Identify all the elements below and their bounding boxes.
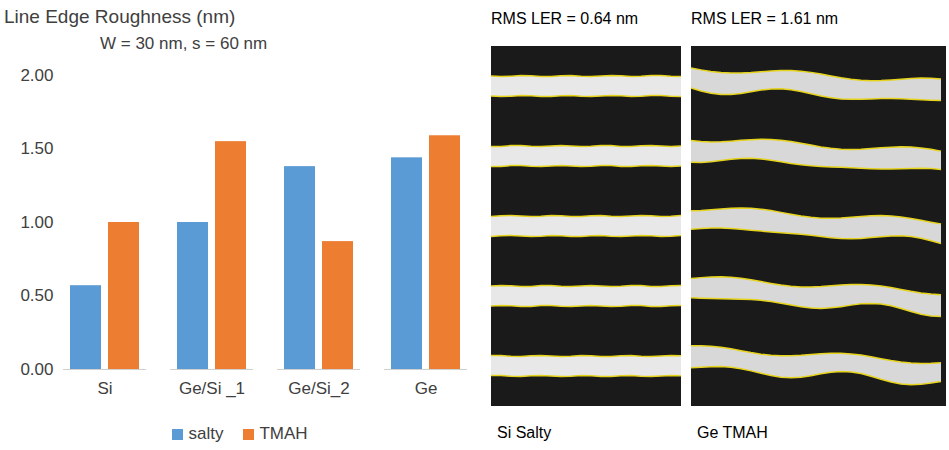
svg-text:Ge/Si _1: Ge/Si _1 bbox=[179, 379, 245, 398]
svg-text:Si: Si bbox=[97, 379, 112, 398]
html-text:Ge TMAH: Ge TMAH bbox=[697, 424, 768, 441]
html-text:W = 30 nm, s = 60 nm: W = 30 nm, s = 60 nm bbox=[100, 34, 268, 53]
html-text:Line Edge Roughness (nm): Line Edge Roughness (nm) bbox=[4, 6, 236, 27]
svg-text:1.00: 1.00 bbox=[20, 213, 53, 232]
svg-text:0.00: 0.00 bbox=[20, 360, 53, 379]
html-text:RMS LER = 0.64 nm: RMS LER = 0.64 nm bbox=[491, 10, 639, 27]
svg-text:0.50: 0.50 bbox=[20, 286, 53, 305]
html-text:TMAH: TMAH bbox=[259, 424, 308, 443]
svg-text:2.00: 2.00 bbox=[20, 66, 53, 85]
html-text:Si Salty: Si Salty bbox=[497, 424, 552, 441]
svg-text:Ge: Ge bbox=[415, 379, 438, 398]
svg-text:Ge/Si_2: Ge/Si_2 bbox=[288, 379, 349, 398]
html-text:RMS LER = 1.61 nm: RMS LER = 1.61 nm bbox=[691, 10, 839, 27]
svg-text:1.50: 1.50 bbox=[20, 139, 53, 158]
html-text:salty: salty bbox=[188, 424, 224, 443]
